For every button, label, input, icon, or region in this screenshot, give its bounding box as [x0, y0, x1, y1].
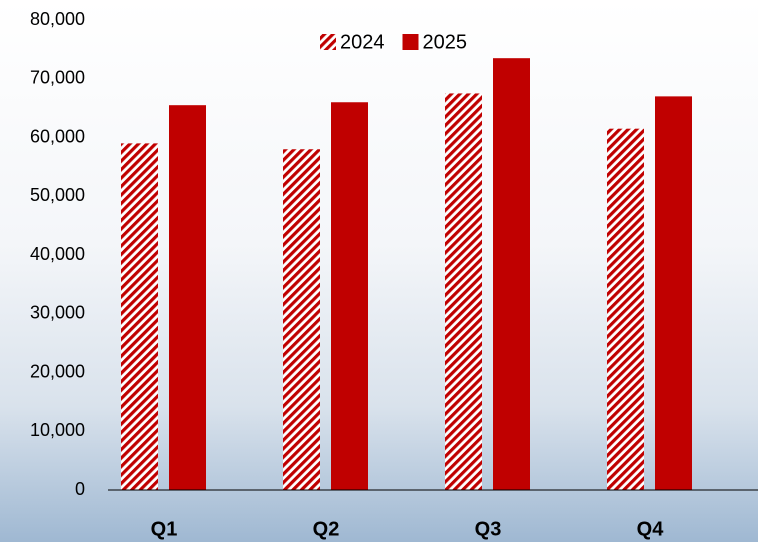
bar	[331, 102, 368, 490]
bar	[283, 149, 320, 490]
legend-label: 2024	[340, 31, 385, 53]
legend-swatch	[402, 34, 419, 50]
y-tick-label: 60,000	[30, 126, 85, 146]
y-tick-label: 0	[75, 479, 85, 499]
y-tick-label: 10,000	[30, 420, 85, 440]
bar	[121, 143, 158, 490]
x-tick-label: Q4	[637, 518, 665, 540]
legend-swatch	[320, 34, 336, 50]
x-tick-label: Q3	[475, 518, 502, 540]
legend-label: 2025	[423, 31, 468, 53]
x-tick-label: Q1	[151, 518, 178, 540]
y-tick-label: 80,000	[30, 9, 85, 29]
y-tick-label: 70,000	[30, 68, 85, 88]
y-tick-label: 20,000	[30, 361, 85, 381]
bar	[169, 105, 206, 490]
bar	[493, 58, 530, 490]
bar	[655, 96, 692, 490]
y-tick-label: 30,000	[30, 303, 85, 323]
x-tick-label: Q2	[313, 518, 340, 540]
y-tick-label: 40,000	[30, 244, 85, 264]
y-tick-label: 50,000	[30, 185, 85, 205]
bar	[607, 128, 644, 490]
bar	[445, 93, 482, 490]
